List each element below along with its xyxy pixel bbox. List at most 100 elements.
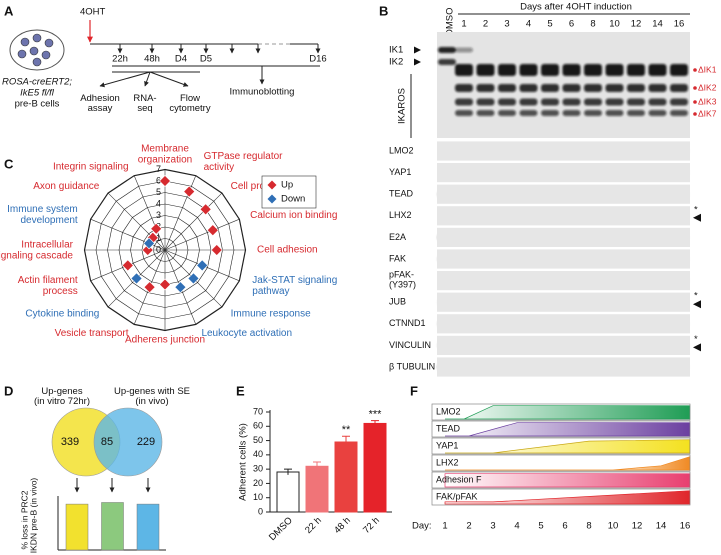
radar-point: [159, 175, 171, 187]
blot-band: [498, 84, 516, 92]
grid-ring: [83, 168, 247, 332]
blot-band: [455, 98, 473, 106]
isoform-label: ΔIK7: [698, 108, 717, 118]
y-tick-label: 0: [258, 506, 263, 516]
blot-band: [670, 98, 688, 106]
timepoint: 48h: [144, 54, 160, 65]
blot-band: [605, 84, 624, 92]
arrowhead: [693, 300, 701, 309]
row-label: Adhesion F: [436, 474, 482, 484]
trend-shape: [445, 422, 691, 437]
x-tick-label: 72 h: [361, 515, 382, 536]
text-line: assay: [88, 103, 113, 114]
blot-band: [627, 110, 645, 116]
protein-label: E2A: [389, 232, 406, 242]
blot-band: [455, 110, 473, 116]
blot-band: [605, 110, 624, 116]
category-label: Membrane organization: [138, 143, 192, 165]
trend-row: [431, 471, 691, 489]
category-label: Vesicle transport: [55, 328, 129, 339]
blot-header: Days after 4OHT induction: [520, 2, 632, 13]
text-line: organization: [138, 154, 192, 165]
significance: ***: [369, 408, 383, 420]
radar-point: [143, 237, 155, 250]
r-tick-label: 4: [156, 198, 161, 208]
radar-point: [130, 272, 143, 285]
trend-shape: [444, 490, 691, 505]
r-tick-label: 3: [156, 210, 161, 220]
day-label: 4: [514, 521, 519, 532]
blot-band: [541, 110, 559, 116]
y-tick-label: 40: [253, 449, 263, 459]
x-tick-label: 22 h: [303, 515, 324, 536]
trend-row: [431, 454, 691, 472]
category-label: Jak-STAT signaling pathway: [252, 274, 337, 296]
protein-label: β TUBULIN: [389, 361, 435, 371]
category-label: Immune response: [231, 308, 311, 319]
lane-label: 1: [461, 19, 466, 30]
legend: Up Down: [261, 175, 317, 209]
text-line: Immune system: [7, 204, 78, 215]
marker: *: [694, 334, 698, 345]
venn-arrows: [74, 478, 151, 493]
text-line: % loss in PRC2: [20, 490, 30, 549]
cell-label: ROSA-creERT2;: [2, 77, 72, 88]
row-label: TEAD: [436, 423, 461, 433]
category-label: Adherens junction: [125, 335, 205, 346]
blot-band: [476, 84, 495, 92]
day-label: 6: [562, 521, 567, 532]
error-bar: [342, 435, 350, 448]
category-label: Actin filament process: [18, 274, 78, 296]
spoke: [164, 218, 240, 251]
assay: Adhesion assay: [80, 92, 120, 113]
category-label: Leukocyte activation: [201, 328, 292, 339]
assay: RNA-seq: [133, 92, 156, 113]
marker: *: [694, 291, 698, 302]
day-label: 5: [538, 521, 543, 532]
blot-band: [455, 47, 473, 53]
assay: Flow cytometry: [169, 92, 210, 113]
blot-strip: [437, 292, 690, 312]
text-line: signaling cascade: [0, 250, 73, 261]
blot-band: [670, 110, 688, 116]
isoform-label: ΔIK3: [698, 96, 717, 106]
text-line: Jak-STAT signaling: [252, 274, 337, 285]
text-line: in IKDN pre-B (in vivo): [29, 478, 39, 555]
radar-point: [206, 224, 219, 237]
set-label: Up-genes (in vitro 72hr): [34, 385, 90, 406]
blot-strip: [437, 249, 690, 269]
error-bar: [313, 461, 321, 471]
panel-label: E: [236, 383, 245, 398]
arrowhead: [414, 46, 421, 54]
trend-row: [431, 403, 691, 421]
blot-strip: [437, 271, 690, 291]
row-label: LMO2: [436, 406, 461, 416]
text-line: (in vitro 72hr): [34, 396, 90, 407]
day-label: 12: [632, 521, 643, 532]
y-tick-label: 10: [253, 492, 263, 502]
blot-band: [498, 64, 516, 76]
blot-band: [562, 110, 581, 116]
lane-label: 10: [609, 19, 620, 30]
cell-label: pre-B cells: [15, 99, 60, 110]
blot-band: [438, 59, 456, 65]
bar: [101, 502, 124, 551]
text-line: cytometry: [169, 103, 210, 114]
category-label: GTPase regulator activity: [204, 151, 284, 173]
radar-point: [183, 185, 196, 198]
radar-point: [196, 259, 209, 272]
protein-label: LMO2: [389, 145, 414, 155]
marker: *: [694, 204, 698, 215]
r-tick-label: 7: [156, 164, 161, 174]
bar: [136, 503, 160, 551]
protein-label: TEAD: [389, 189, 414, 199]
blot-strip: [437, 184, 690, 204]
panel-label: D: [4, 383, 13, 398]
radar-point: [121, 259, 134, 272]
blot-band: [648, 110, 667, 116]
timepoint: D16: [309, 54, 326, 65]
category-label: Cell adhesion: [257, 245, 318, 256]
protein-label: LHX2: [389, 210, 412, 220]
isoform-label: IK2: [389, 57, 403, 68]
bullet: [693, 112, 697, 116]
